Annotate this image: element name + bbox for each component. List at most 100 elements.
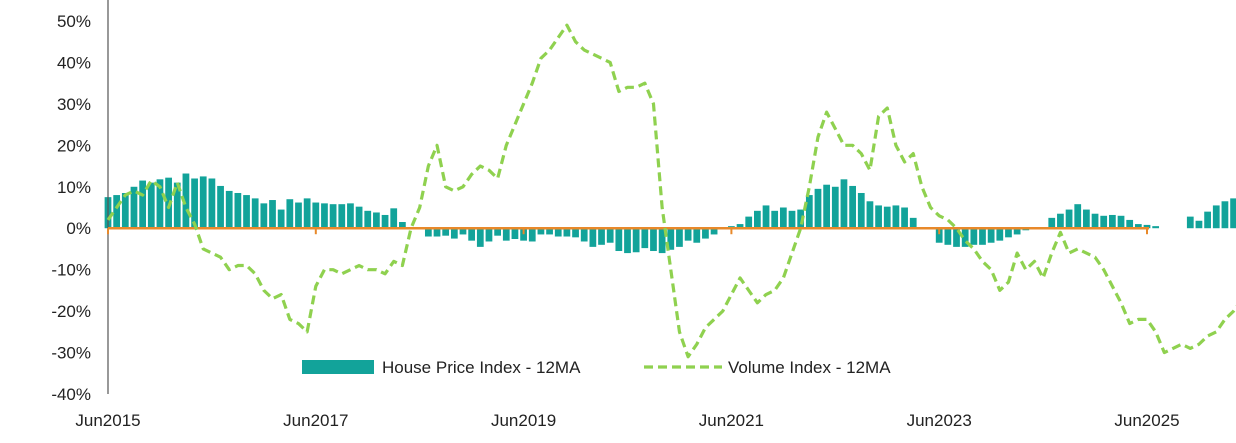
bar-hpi [771,210,779,229]
bar-hpi [1108,214,1116,229]
bar-hpi [909,217,917,229]
bar-hpi [702,228,709,239]
bar-hpi [450,228,458,239]
bar-hpi [329,204,337,229]
bar-hpi [1065,209,1073,229]
bar-hpi [762,205,770,229]
y-tick-label: -20% [51,302,91,321]
bar-hpi [1195,220,1203,229]
bar-hpi [745,216,753,229]
bar-hpi [338,204,346,229]
bar-hpi [295,202,302,229]
bar-hpi [225,190,233,229]
bar-hpi [399,222,406,229]
bar-hpi [935,228,943,243]
bar-hpi [598,228,605,245]
bar-hpi [459,228,467,235]
bar-hpi [979,228,986,245]
bar-hpi [849,185,856,229]
x-tick-label: Jun2015 [75,411,140,430]
bar-hpi [494,228,501,236]
bar-hpi [485,228,493,242]
bar-hpi [901,207,908,229]
bar-hpi [632,228,640,253]
bar-hpi [554,228,562,237]
bar-hpi [892,205,900,229]
bar-hpi [251,198,259,229]
line-volume [106,23,1236,359]
bar-hpi [624,228,631,254]
bar-hpi [1204,211,1211,229]
legend-label-house-price: House Price Index - 12MA [382,358,581,377]
bar-hpi [121,192,129,229]
bar-hpi [944,228,952,245]
bar-hpi [1091,213,1099,229]
bar-hpi [840,179,848,229]
bar-hpi [857,192,865,229]
bar-hpi [286,199,294,229]
bar-hpi [373,212,380,229]
bar-hpi [442,228,450,236]
bar-hpi [147,182,155,229]
bar-hpi [1126,219,1134,229]
legend-swatch-house-price [302,360,374,374]
bar-hpi [1100,215,1108,229]
bar-hpi [130,186,138,229]
y-tick-label: -30% [51,344,91,363]
bar-hpi [468,228,476,241]
bar-hpi [589,228,597,247]
bar-hpi [1048,217,1056,229]
x-tick-label: Jun2017 [283,411,348,430]
bar-hpi [217,185,224,229]
bar-hpi [615,228,623,252]
bar-hpi [883,206,891,229]
bar-hpi [347,203,354,229]
bar-hpi [788,210,796,229]
bar-hpi [520,228,527,241]
bar-hpi [243,195,250,229]
y-tick-label: 50% [57,12,91,31]
bar-hpi [260,203,268,229]
bar-hpi [805,195,813,229]
bar-hpi [433,228,441,237]
x-axis-ticks: Jun2015 Jun2017 Jun2019 Jun2021 Jun2023 Jun20… [75,411,1179,430]
y-tick-label: 40% [57,53,91,72]
axes [107,0,1149,394]
bar-hpi [390,208,398,229]
bar-hpi [1152,226,1160,229]
bar-hpi [1117,215,1125,229]
bar-hpi [312,202,320,229]
y-tick-label: 0% [66,219,91,238]
bar-hpi [667,228,675,250]
bar-hpi [779,207,787,229]
bar-hpi [563,228,571,237]
bar-hpi [139,180,147,229]
bar-hpi [866,201,874,229]
bar-hpi [528,228,536,242]
bar-hpi [191,178,198,229]
bar-hpi [303,198,311,229]
bar-hpi [537,228,545,235]
bar-hpi [710,228,718,235]
bar-hpi [1074,204,1082,229]
bar-hpi [156,179,164,229]
bar-hpi [502,228,510,241]
bar-hpi [1212,205,1220,229]
bar-hpi [511,228,519,239]
y-tick-label: -10% [51,261,91,280]
bar-hpi [641,228,649,249]
y-tick-label: -40% [51,385,91,404]
bar-hpi [987,228,995,243]
bar-hpi [875,205,882,229]
bar-hpi [1186,216,1194,229]
line-series [106,23,1236,359]
legend: House Price Index - 12MA Volume Index - … [302,358,891,377]
bar-hpi [199,176,207,229]
bar-hpi [736,224,744,229]
bar-hpi [277,209,285,229]
bar-hpi [996,228,1004,241]
y-axis-ticks: -40% -30% -20% -10% 0% 10% 20% 30% 40% 50% [51,12,91,404]
bar-series [104,173,1236,254]
